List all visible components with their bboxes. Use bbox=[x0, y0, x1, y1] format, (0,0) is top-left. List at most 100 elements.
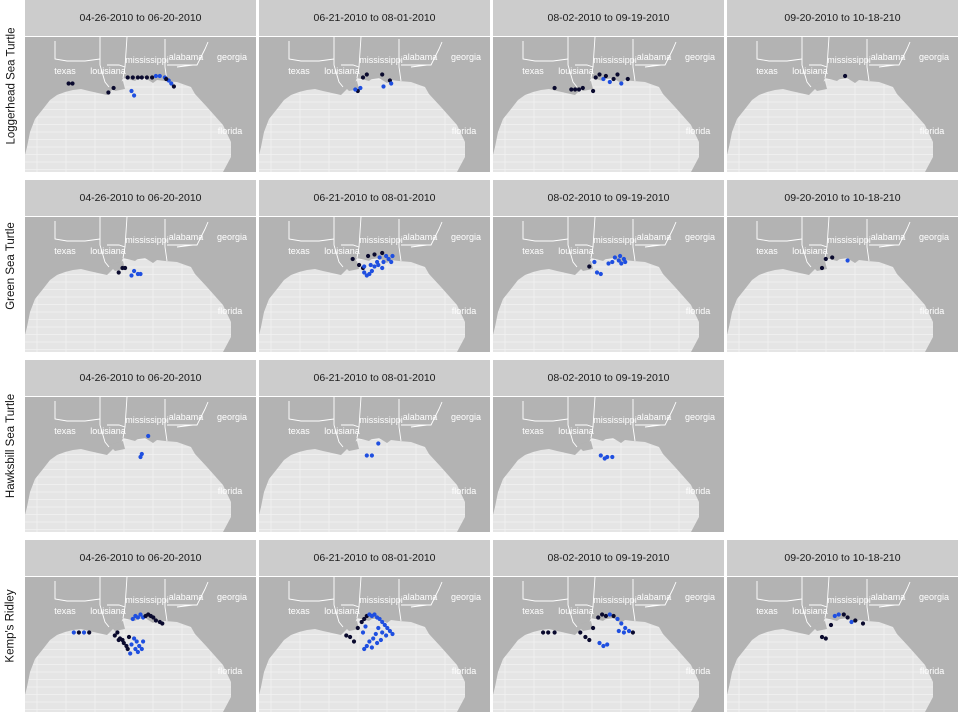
state-border bbox=[54, 221, 101, 242]
state-border bbox=[756, 581, 803, 602]
facet-panel: 06-21-2010 to 08-01-2010 texas louisiana mi… bbox=[259, 540, 490, 712]
state-label: georgia bbox=[451, 592, 481, 602]
state-border bbox=[288, 401, 335, 422]
state-label: georgia bbox=[685, 592, 715, 602]
row-label-species: Green Sea Turtle bbox=[0, 180, 22, 352]
state-label: texas bbox=[54, 66, 76, 76]
sighting-point bbox=[160, 621, 165, 626]
state-label: alabama bbox=[871, 232, 906, 242]
state-label: florida bbox=[218, 486, 243, 496]
land-shape bbox=[109, 621, 125, 631]
state-label: georgia bbox=[919, 52, 949, 62]
state-border bbox=[644, 604, 662, 608]
state-border bbox=[635, 401, 677, 426]
state-border bbox=[167, 401, 209, 426]
facet-strip-period: 09-20-2010 to 10-18-210 bbox=[727, 180, 958, 216]
state-label: florida bbox=[686, 306, 711, 316]
sighting-point bbox=[630, 630, 635, 635]
sighting-point bbox=[616, 258, 621, 263]
state-border bbox=[575, 424, 594, 428]
land-shape bbox=[493, 217, 724, 352]
state-label: texas bbox=[756, 606, 778, 616]
map-plot-area: texas louisiana mississippi alabama georgia f… bbox=[259, 397, 490, 532]
state-border bbox=[866, 579, 870, 622]
map-plot-area: texas louisiana mississippi alabama georgia f… bbox=[727, 217, 958, 352]
facet-strip-period: 06-21-2010 to 08-01-2010 bbox=[259, 540, 490, 576]
state-border bbox=[410, 64, 428, 68]
state-label: texas bbox=[54, 426, 76, 436]
facet-strip-period: 06-21-2010 to 08-01-2010 bbox=[259, 180, 490, 216]
facet-panel: 08-02-2010 to 09-19-2010 texas louisiana mi… bbox=[493, 180, 724, 352]
sighting-point bbox=[381, 84, 386, 89]
sighting-point bbox=[573, 87, 578, 92]
sighting-point bbox=[367, 639, 372, 644]
state-label: florida bbox=[452, 486, 477, 496]
state-border bbox=[522, 221, 569, 242]
facet-strip-period: 06-21-2010 to 08-01-2010 bbox=[259, 0, 490, 36]
state-border bbox=[635, 221, 677, 246]
state-border bbox=[164, 219, 168, 262]
sighting-point bbox=[87, 630, 92, 635]
state-border bbox=[869, 221, 911, 246]
land-shape bbox=[577, 441, 593, 451]
sighting-point bbox=[845, 258, 850, 263]
sighting-point bbox=[598, 453, 603, 458]
land-shape bbox=[259, 217, 490, 352]
state-label: mississippi bbox=[125, 235, 169, 245]
map-plot-area: texas louisiana mississippi alabama georgia f… bbox=[25, 397, 256, 532]
state-label: texas bbox=[756, 66, 778, 76]
sighting-point bbox=[135, 649, 140, 655]
state-label: texas bbox=[522, 246, 544, 256]
sighting-point bbox=[171, 84, 176, 89]
state-border bbox=[401, 401, 443, 426]
state-label: mississippi bbox=[125, 415, 169, 425]
state-label: alabama bbox=[637, 592, 672, 602]
state-border bbox=[167, 221, 209, 246]
state-label: texas bbox=[522, 66, 544, 76]
map-plot-area: texas louisiana mississippi alabama georgia f… bbox=[25, 577, 256, 712]
state-label: mississippi bbox=[359, 55, 403, 65]
land-shape bbox=[811, 621, 827, 631]
state-border bbox=[107, 604, 126, 608]
sighting-point bbox=[541, 630, 546, 635]
state-border bbox=[398, 39, 402, 82]
facet-panel: 09-20-2010 to 10-18-210 texas louisiana mis… bbox=[727, 0, 958, 172]
map-plot-area: texas louisiana mississippi alabama georgia f… bbox=[493, 397, 724, 532]
sighting-point bbox=[546, 630, 551, 635]
land-shape bbox=[592, 429, 611, 441]
row-label-species: Loggerhead Sea Turtle bbox=[0, 0, 22, 172]
state-border bbox=[632, 39, 636, 82]
land-shape bbox=[826, 69, 845, 81]
state-label: mississippi bbox=[359, 595, 403, 605]
sighting-point bbox=[133, 646, 138, 652]
state-label: louisiana bbox=[792, 606, 828, 616]
sighting-point bbox=[372, 252, 377, 257]
sighting-point bbox=[146, 433, 151, 439]
land-shape bbox=[124, 249, 143, 261]
sighting-point bbox=[350, 256, 355, 262]
state-label: alabama bbox=[169, 412, 204, 422]
sighting-point bbox=[380, 265, 385, 271]
sighting-point bbox=[593, 75, 598, 80]
land-shape bbox=[577, 621, 593, 631]
species-name: Loggerhead Sea Turtle bbox=[5, 27, 18, 145]
state-border bbox=[341, 64, 360, 68]
sighting-point bbox=[363, 624, 368, 629]
state-label: mississippi bbox=[827, 595, 871, 605]
sighting-point bbox=[591, 625, 596, 631]
state-border bbox=[567, 577, 578, 628]
state-label: louisiana bbox=[792, 66, 828, 76]
state-label: georgia bbox=[217, 592, 247, 602]
state-label: texas bbox=[288, 426, 310, 436]
state-label: mississippi bbox=[359, 235, 403, 245]
state-border bbox=[99, 217, 110, 268]
sighting-point bbox=[135, 75, 140, 80]
sighting-point bbox=[368, 262, 373, 268]
state-border bbox=[522, 41, 569, 62]
sighting-point bbox=[132, 636, 137, 641]
sighting-point bbox=[360, 630, 366, 635]
sighting-point bbox=[845, 615, 850, 620]
sighting-point bbox=[373, 631, 378, 637]
